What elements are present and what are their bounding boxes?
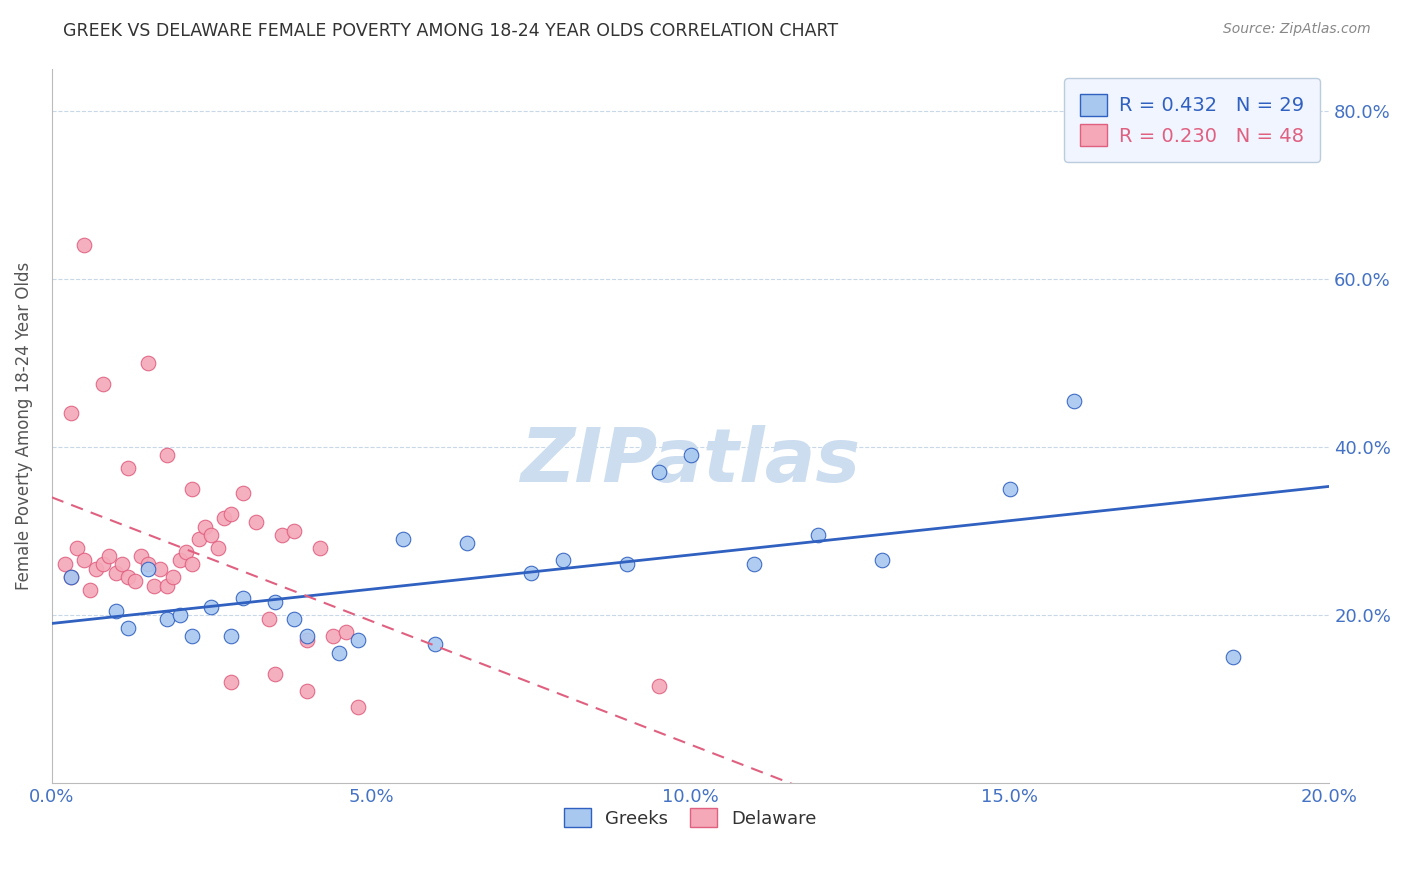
Point	[117, 621, 139, 635]
Point	[335, 624, 357, 639]
Text: ZIPatlas: ZIPatlas	[520, 425, 860, 498]
Point	[347, 700, 370, 714]
Point	[79, 582, 101, 597]
Point	[136, 562, 159, 576]
Point	[207, 541, 229, 555]
Point	[297, 629, 319, 643]
Y-axis label: Female Poverty Among 18-24 Year Olds: Female Poverty Among 18-24 Year Olds	[15, 261, 32, 590]
Point	[328, 646, 350, 660]
Point	[111, 558, 134, 572]
Text: Source: ZipAtlas.com: Source: ZipAtlas.com	[1223, 22, 1371, 37]
Point	[169, 607, 191, 622]
Point	[647, 679, 669, 693]
Point	[309, 541, 332, 555]
Point	[807, 528, 830, 542]
Point	[264, 595, 287, 609]
Point	[136, 558, 159, 572]
Point	[129, 549, 152, 563]
Point	[86, 562, 108, 576]
Point	[59, 570, 82, 584]
Point	[187, 533, 209, 547]
Point	[104, 604, 127, 618]
Point	[297, 683, 319, 698]
Point	[423, 637, 446, 651]
Point	[59, 570, 82, 584]
Point	[1222, 649, 1244, 664]
Point	[59, 406, 82, 420]
Point	[156, 578, 179, 592]
Point	[149, 562, 172, 576]
Point	[142, 578, 165, 592]
Point	[73, 238, 96, 252]
Point	[91, 376, 114, 391]
Point	[219, 675, 242, 690]
Point	[322, 629, 344, 643]
Point	[181, 482, 204, 496]
Point	[117, 570, 139, 584]
Point	[647, 465, 669, 479]
Point	[136, 356, 159, 370]
Point	[264, 666, 287, 681]
Point	[174, 545, 197, 559]
Text: GREEK VS DELAWARE FEMALE POVERTY AMONG 18-24 YEAR OLDS CORRELATION CHART: GREEK VS DELAWARE FEMALE POVERTY AMONG 1…	[63, 22, 838, 40]
Point	[257, 612, 280, 626]
Point	[219, 507, 242, 521]
Point	[156, 448, 179, 462]
Point	[283, 524, 305, 538]
Point	[998, 482, 1021, 496]
Point	[232, 591, 254, 606]
Point	[616, 558, 638, 572]
Point	[870, 553, 893, 567]
Point	[297, 633, 319, 648]
Point	[520, 566, 543, 580]
Point	[194, 519, 217, 533]
Point	[124, 574, 146, 589]
Point	[156, 612, 179, 626]
Point	[53, 558, 76, 572]
Point	[117, 460, 139, 475]
Point	[551, 553, 574, 567]
Point	[162, 570, 184, 584]
Point	[66, 541, 89, 555]
Point	[270, 528, 292, 542]
Point	[679, 448, 702, 462]
Point	[392, 533, 415, 547]
Point	[200, 528, 222, 542]
Point	[212, 511, 235, 525]
Point	[169, 553, 191, 567]
Point	[73, 553, 96, 567]
Point	[744, 558, 766, 572]
Legend: Greeks, Delaware: Greeks, Delaware	[557, 800, 824, 835]
Point	[347, 633, 370, 648]
Point	[91, 558, 114, 572]
Point	[104, 566, 127, 580]
Point	[181, 629, 204, 643]
Point	[219, 629, 242, 643]
Point	[200, 599, 222, 614]
Point	[283, 612, 305, 626]
Point	[181, 558, 204, 572]
Point	[232, 486, 254, 500]
Point	[1063, 393, 1085, 408]
Point	[456, 536, 478, 550]
Point	[245, 516, 267, 530]
Point	[98, 549, 121, 563]
